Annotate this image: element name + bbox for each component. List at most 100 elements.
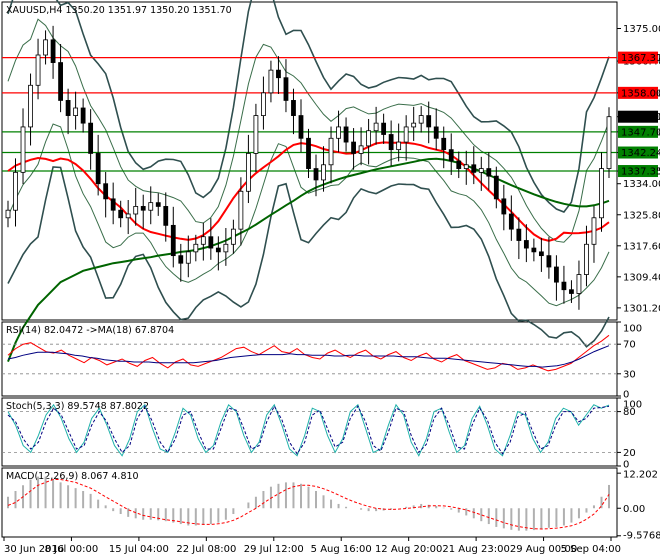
candle-body	[373, 122, 379, 132]
candle-body	[411, 122, 417, 128]
stoch-main-line	[7, 403, 610, 457]
support-label-box	[618, 165, 658, 178]
candle-body	[155, 202, 161, 207]
inner-upper-band	[7, 18, 610, 243]
candle-body	[208, 236, 214, 249]
candle-body	[193, 243, 199, 253]
candle-body	[80, 107, 86, 124]
x-axis-tick-label: 5 Sep 04:00	[561, 544, 621, 555]
candle-body	[215, 247, 221, 253]
candle-body	[103, 183, 109, 200]
x-axis-tick-label: 29 Aug 00:00	[510, 544, 577, 555]
candle-body	[478, 168, 484, 173]
candle-body	[291, 100, 296, 116]
bollinger-upper-band	[7, 0, 610, 213]
current-price-label: 1351.70	[621, 112, 660, 123]
stoch-signal-line	[7, 405, 610, 455]
stoch-y-tick-label: 0	[623, 460, 629, 471]
candle-body	[50, 39, 56, 63]
candle-body	[185, 251, 191, 264]
candle-body	[125, 213, 131, 219]
candle-body	[88, 122, 94, 154]
panel-frame-price	[1, 1, 618, 321]
resistance-label-box	[618, 86, 658, 99]
candle-body	[321, 164, 326, 181]
price-y-tick-label: 1317.60	[623, 241, 660, 252]
x-axis-tick-label: 22 Jul 08:00	[176, 544, 236, 555]
resistance-label: 1367.31	[621, 53, 660, 64]
support-label: 1347.70	[621, 127, 660, 138]
candle-body	[493, 175, 499, 200]
candle-body	[238, 190, 244, 230]
macd-y-tick-label: 0.00	[623, 504, 645, 515]
candle-body	[73, 107, 79, 116]
instrument-header: XAUUSD,H4 1350.20 1351.97 1350.20 1351.7…	[6, 5, 232, 16]
candle-body	[606, 116, 612, 169]
rsi-y-tick-label: 0	[623, 390, 629, 401]
candle-body	[433, 126, 439, 139]
candle-body	[561, 281, 567, 291]
candle-body	[230, 228, 236, 245]
candle-body	[418, 115, 424, 124]
candle-body	[268, 69, 274, 94]
stoch-label: Stoch(5,3,3) 89.5748 87.8022	[6, 401, 149, 412]
candle-body	[13, 171, 18, 211]
macd-signal-line	[7, 479, 610, 530]
rsi-ma-line	[7, 345, 610, 368]
price-y-tick-label: 1301.20	[623, 303, 660, 314]
macd-y-tick-label: -9.5768	[623, 531, 660, 542]
candle-body	[65, 100, 71, 116]
candle-body	[140, 206, 146, 211]
candle-body	[456, 160, 462, 169]
candle-body	[253, 115, 259, 154]
candle-body	[501, 198, 507, 215]
support-label: 1342.24	[621, 148, 660, 159]
candle-body	[170, 224, 176, 257]
rsi-y-tick-label: 30	[623, 369, 636, 380]
x-axis-tick-label: 5 Aug 16:00	[311, 544, 372, 555]
candle-body	[403, 126, 409, 143]
candle-body	[163, 206, 169, 226]
support-label: 1337.35	[621, 167, 660, 178]
candle-body	[245, 153, 251, 192]
candle-body	[28, 84, 33, 128]
candle-body	[5, 209, 11, 219]
candle-body	[343, 126, 349, 143]
resistance-label-box	[618, 51, 658, 64]
candle-body	[110, 198, 116, 211]
stoch-y-tick-label: 100	[623, 400, 642, 411]
candle-body	[133, 206, 139, 215]
rsi-y-tick-label: 100	[623, 324, 642, 335]
moving-average-slow	[7, 157, 610, 362]
candle-body	[298, 115, 304, 139]
candle-body	[538, 251, 544, 257]
candle-body	[516, 228, 522, 241]
candle-body	[554, 266, 559, 283]
support-label-box	[618, 125, 658, 138]
candle-body	[531, 247, 537, 253]
candle-body	[178, 255, 184, 264]
price-y-tick-label: 1309.40	[623, 272, 660, 283]
candle-body	[35, 54, 41, 86]
candle-body	[118, 209, 124, 219]
candle-body	[441, 137, 447, 151]
candle-body	[523, 240, 529, 249]
candle-body	[366, 130, 372, 147]
x-axis-tick-label: 12 Aug 20:00	[375, 544, 442, 555]
candle-body	[591, 217, 597, 245]
rsi-label: RSI(14) 82.0472 ->MA(18) 67.8704	[6, 325, 174, 336]
candle-body	[43, 39, 48, 56]
x-axis-tick-label: 29 Jul 12:00	[244, 544, 304, 555]
resistance-label: 1358.00	[621, 88, 660, 99]
candle-body	[283, 77, 289, 101]
candle-body	[381, 122, 387, 135]
panel-frame-macd	[1, 467, 618, 538]
macd-y-tick-label: 12.202	[623, 470, 658, 481]
x-axis-tick-label: 8 Jul 00:00	[45, 544, 99, 555]
candle-body	[95, 153, 101, 185]
candle-body	[486, 168, 492, 177]
candle-body	[426, 115, 432, 128]
candle-body	[396, 141, 402, 151]
price-y-tick-label: 1375.00	[623, 24, 660, 35]
